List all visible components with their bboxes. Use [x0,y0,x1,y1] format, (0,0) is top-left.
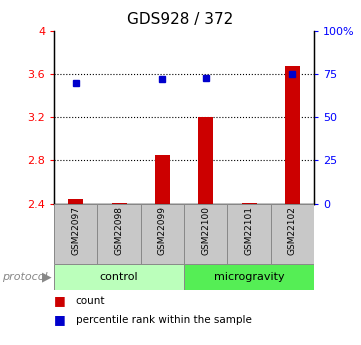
Text: ■: ■ [54,295,66,307]
Bar [141,204,184,264]
Bar [97,204,141,264]
Text: control: control [100,272,138,282]
Bar [184,204,227,264]
Text: GDS928 / 372: GDS928 / 372 [127,12,234,27]
Text: GSM22102: GSM22102 [288,206,297,255]
Text: GSM22099: GSM22099 [158,206,167,255]
Bar [184,264,314,290]
Text: GSM22101: GSM22101 [245,206,253,255]
Text: percentile rank within the sample: percentile rank within the sample [76,315,252,325]
Bar [271,204,314,264]
Bar [54,264,184,290]
Bar [155,155,170,204]
Text: ▶: ▶ [42,270,51,283]
Text: GSM22098: GSM22098 [115,206,123,255]
Text: microgravity: microgravity [214,272,284,282]
Bar [198,117,213,204]
Text: ■: ■ [54,314,66,326]
Bar [68,199,83,204]
Bar [54,204,97,264]
Bar [285,66,300,204]
Bar [227,204,271,264]
Text: count: count [76,296,105,306]
Text: protocol: protocol [2,272,47,282]
Text: GSM22100: GSM22100 [201,206,210,255]
Text: GSM22097: GSM22097 [71,206,80,255]
